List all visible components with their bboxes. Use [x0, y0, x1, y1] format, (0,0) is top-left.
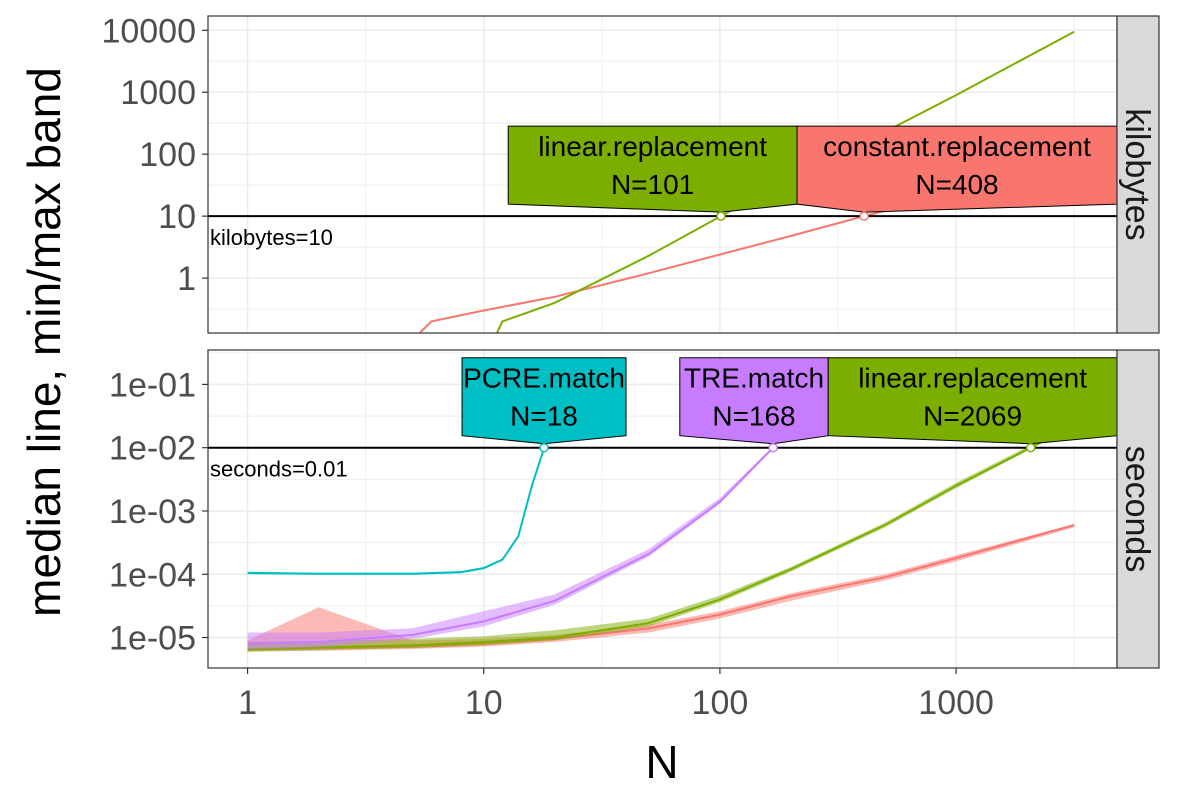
label-anchor-point [1027, 444, 1035, 452]
label-series-name: linear.replacement [538, 131, 767, 162]
y-tick-label: 10 [158, 198, 196, 236]
label-series-name: constant.replacement [823, 131, 1091, 162]
y-tick-label: 1000 [120, 74, 196, 112]
y-tick-label: 1 [177, 260, 196, 298]
y-tick-label: 1e-01 [109, 366, 196, 404]
x-tick-label: 10 [465, 684, 503, 722]
strip-label-kilobytes: kilobytes [1118, 108, 1156, 240]
x-tick-label: 100 [692, 684, 749, 722]
label-anchor-point [717, 212, 725, 220]
label-series-name: linear.replacement [858, 363, 1087, 394]
x-tick-label: 1 [238, 684, 257, 722]
label-n-value: N=18 [510, 401, 578, 432]
y-tick-label: 1e-02 [109, 430, 196, 468]
label-anchor-point [769, 444, 777, 452]
y-tick-label: 1e-03 [109, 493, 196, 531]
y-tick-label: 10000 [101, 12, 196, 50]
panel-kilobytes: kilobytes=10 linear.replacement N=101 const… [101, 12, 1159, 402]
x-axis-title: N [645, 736, 678, 788]
strip-label-seconds: seconds [1118, 446, 1156, 573]
y-tick-label: 1e-05 [109, 620, 196, 658]
label-series-name: PCRE.match [463, 363, 625, 394]
x-tick-label: 1000 [918, 684, 994, 722]
label-n-value: N=2069 [923, 401, 1022, 432]
label-n-value: N=408 [915, 169, 998, 200]
y-tick-label: 1e-04 [109, 556, 196, 594]
hline-label-seconds: seconds=0.01 [210, 457, 348, 482]
y-tick-label: 100 [139, 136, 196, 174]
label-anchor-point [860, 212, 868, 220]
label-anchor-point [540, 444, 548, 452]
hline-label-kilobytes: kilobytes=10 [210, 225, 333, 250]
y-axis-title: median line, min/max band [18, 67, 70, 617]
panel-seconds: seconds=0.01 PCRE.match N=18 TRE.match N=168… [109, 350, 1159, 722]
label-series-name: TRE.match [684, 363, 824, 394]
label-n-value: N=101 [611, 169, 694, 200]
label-n-value: N=168 [712, 401, 795, 432]
